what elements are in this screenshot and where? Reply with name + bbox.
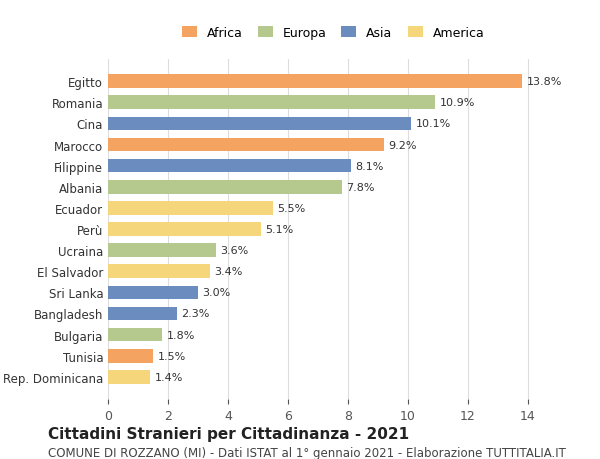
Text: 1.5%: 1.5% bbox=[157, 351, 186, 361]
Bar bbox=[108, 223, 261, 236]
Text: 10.1%: 10.1% bbox=[415, 119, 451, 129]
Text: 2.3%: 2.3% bbox=[182, 309, 210, 319]
Text: 5.5%: 5.5% bbox=[277, 203, 306, 213]
Text: COMUNE DI ROZZANO (MI) - Dati ISTAT al 1° gennaio 2021 - Elaborazione TUTTITALIA: COMUNE DI ROZZANO (MI) - Dati ISTAT al 1… bbox=[48, 446, 566, 459]
Text: 10.9%: 10.9% bbox=[439, 98, 475, 108]
Bar bbox=[108, 75, 522, 89]
Bar bbox=[108, 370, 150, 384]
Bar bbox=[108, 96, 435, 110]
Bar bbox=[108, 244, 216, 257]
Bar bbox=[108, 180, 342, 194]
Bar bbox=[108, 349, 153, 363]
Text: 8.1%: 8.1% bbox=[355, 161, 384, 171]
Text: 9.2%: 9.2% bbox=[389, 140, 417, 150]
Bar bbox=[108, 138, 384, 152]
Text: 3.4%: 3.4% bbox=[215, 267, 243, 277]
Bar bbox=[108, 328, 162, 342]
Text: 13.8%: 13.8% bbox=[527, 77, 562, 87]
Bar bbox=[108, 307, 177, 321]
Bar bbox=[108, 159, 351, 173]
Legend: Africa, Europa, Asia, America: Africa, Europa, Asia, America bbox=[176, 22, 490, 45]
Bar bbox=[108, 265, 210, 279]
Text: 7.8%: 7.8% bbox=[347, 182, 375, 192]
Bar bbox=[108, 202, 273, 215]
Text: 1.8%: 1.8% bbox=[167, 330, 195, 340]
Text: 1.4%: 1.4% bbox=[155, 372, 183, 382]
Text: 5.1%: 5.1% bbox=[265, 224, 294, 235]
Text: 3.0%: 3.0% bbox=[203, 288, 231, 298]
Text: 3.6%: 3.6% bbox=[221, 246, 249, 256]
Bar bbox=[108, 286, 198, 300]
Text: Cittadini Stranieri per Cittadinanza - 2021: Cittadini Stranieri per Cittadinanza - 2… bbox=[48, 425, 409, 441]
Bar bbox=[108, 117, 411, 131]
